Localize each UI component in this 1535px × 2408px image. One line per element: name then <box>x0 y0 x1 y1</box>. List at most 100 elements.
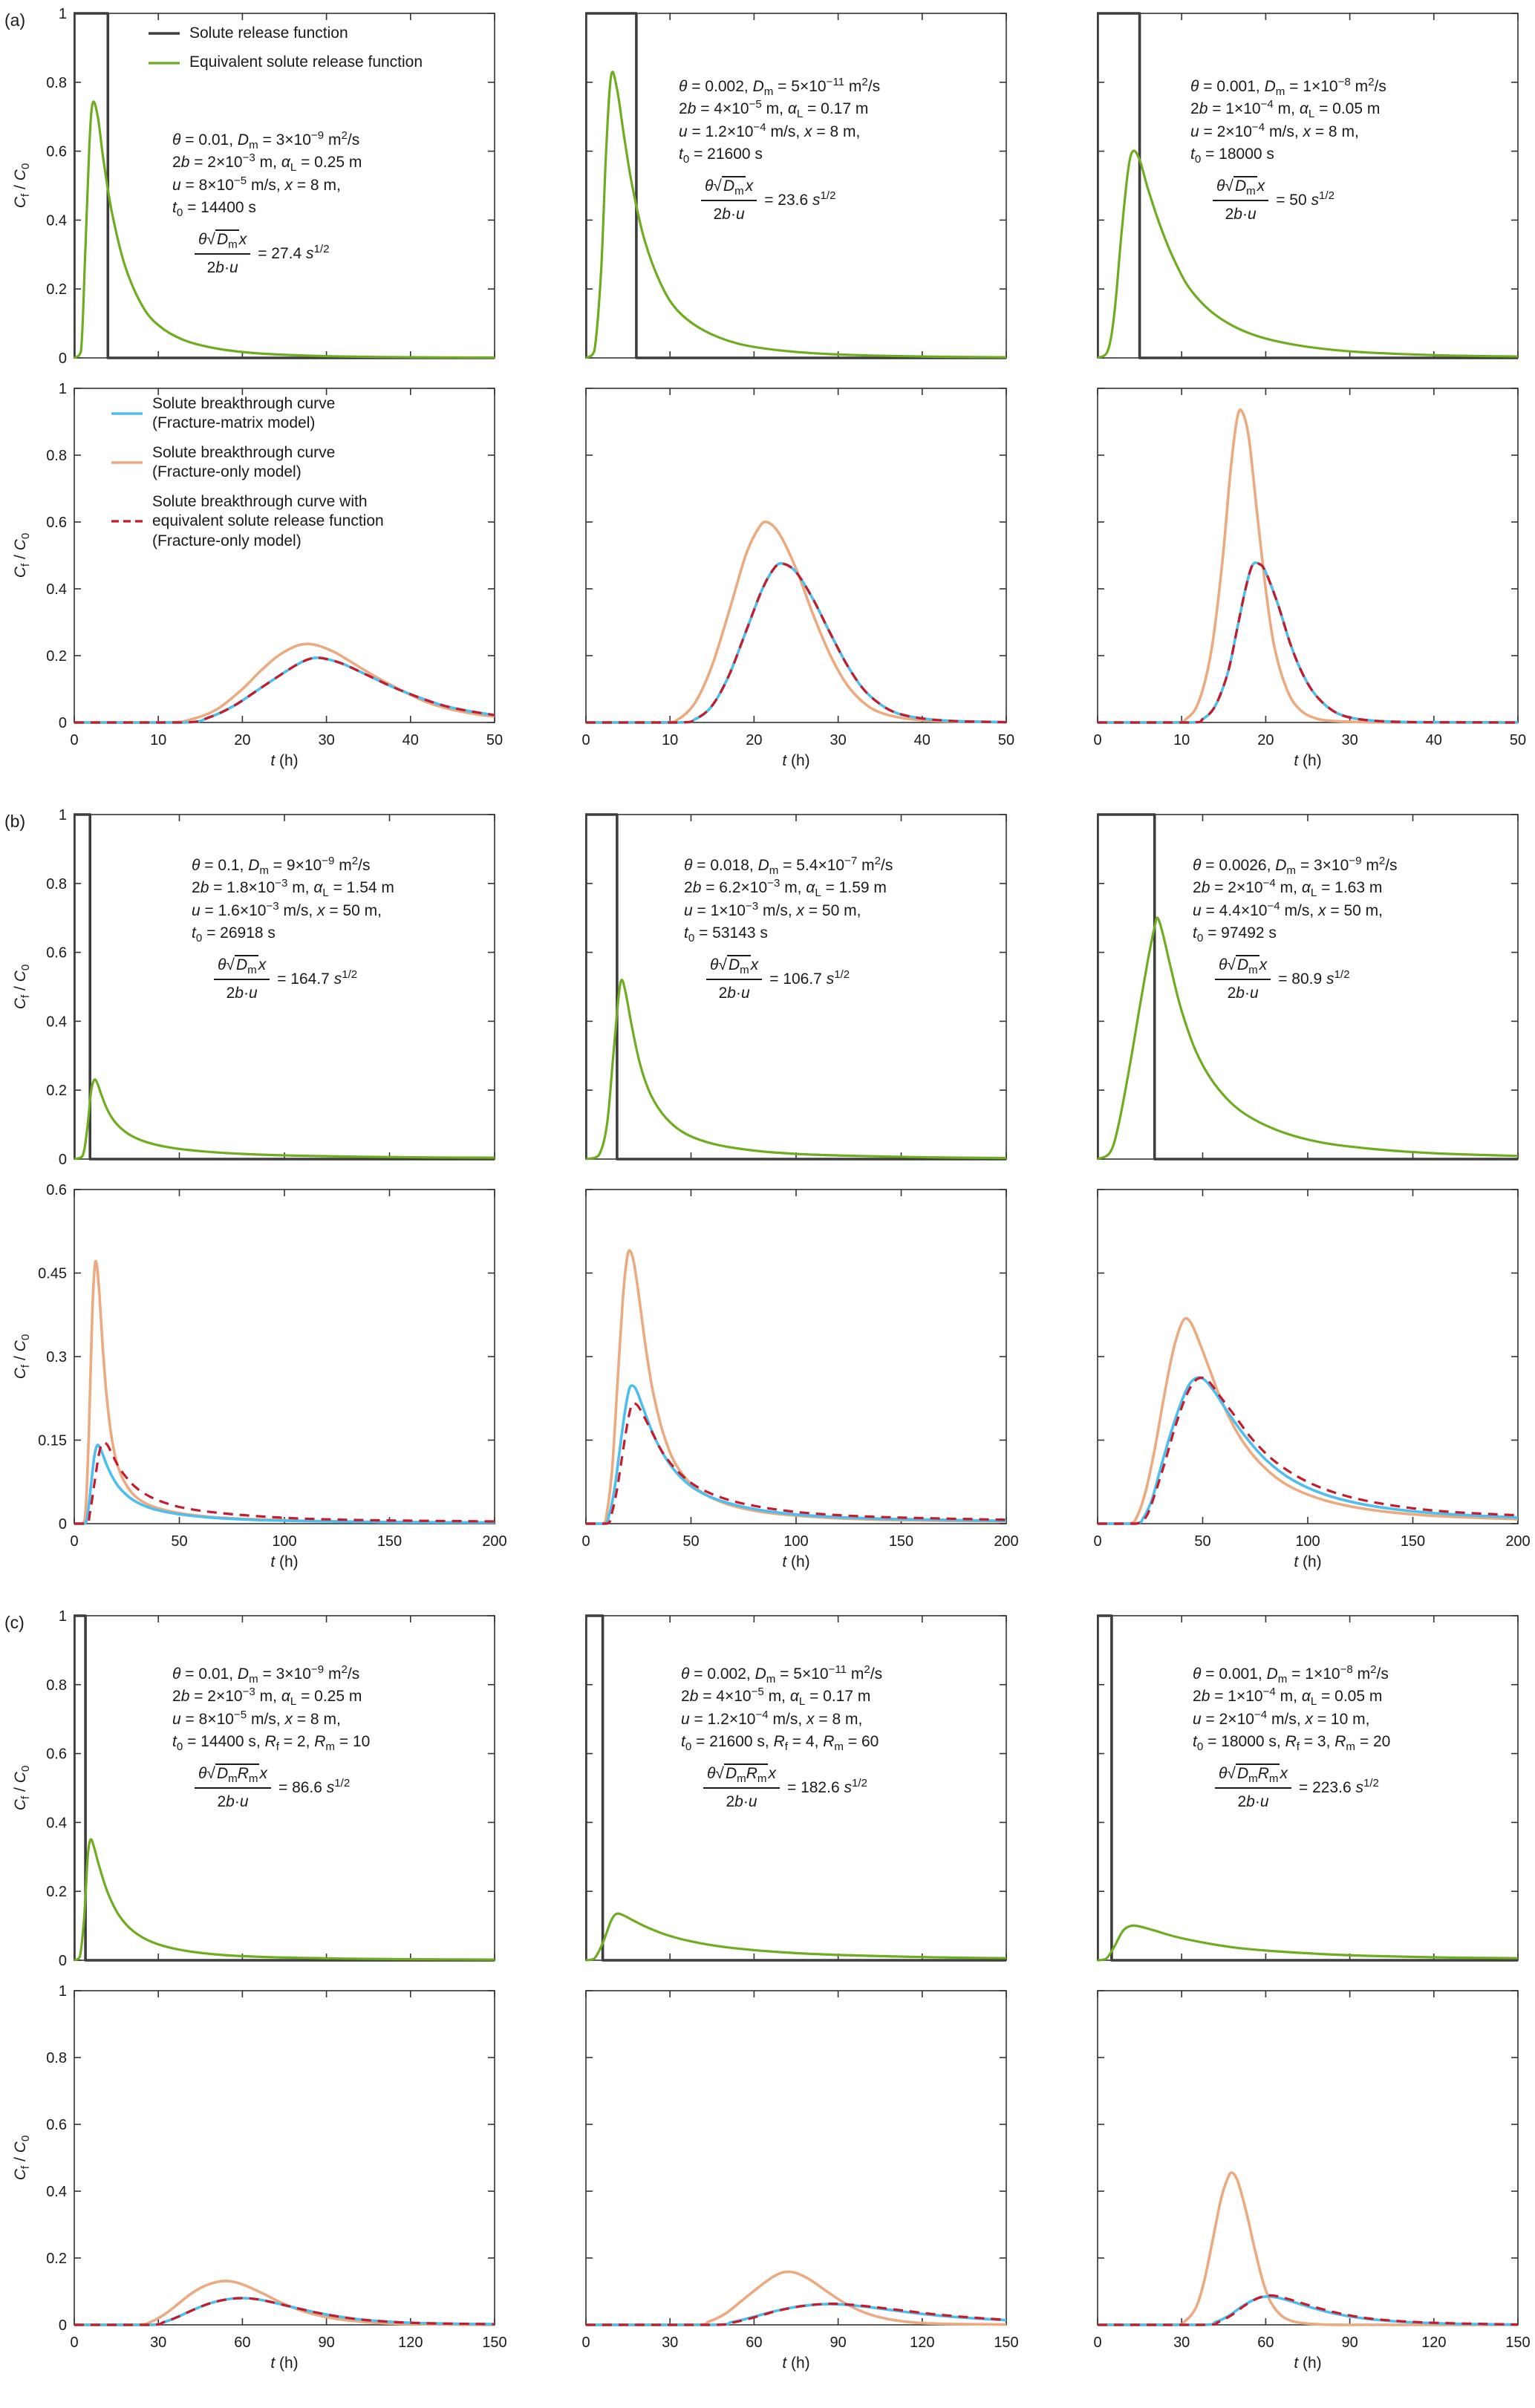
svg-text:40: 40 <box>1426 732 1442 748</box>
y-axis-label: Cf / C0 <box>12 532 33 578</box>
panel-c: (c) 0 0.2 0.4 0.6 0.8 1 Cf / C0 θ = 0.01, Dm = 3… <box>0 1607 1535 2398</box>
svg-text:150: 150 <box>889 1533 913 1550</box>
axes-frame <box>74 1990 495 2326</box>
svg-text:0: 0 <box>581 1533 590 1550</box>
svg-text:0: 0 <box>1093 732 1101 748</box>
annotation-line: t0 = 97492 s <box>1193 924 1277 945</box>
plot-canvas: 0 0.2 0.4 0.6 0.8 1 <box>46 6 495 367</box>
svg-text:50: 50 <box>486 732 503 748</box>
svg-text:1: 1 <box>59 6 67 22</box>
equivalent-release-curve <box>74 1838 495 1962</box>
svg-text:0.6: 0.6 <box>46 515 67 531</box>
panel-a: (a) 0 0.2 0.4 0.6 0.8 1 Cf / C0 Solute release f… <box>0 4 1535 795</box>
legend-entry: Solute release function <box>147 24 423 43</box>
fraction: θ√DmRmx 2b·u <box>195 1763 271 1814</box>
formula-denominator: 2b·u <box>726 1793 757 1811</box>
fracture-only-curve <box>74 2280 495 2326</box>
tick-marks <box>1097 388 1519 723</box>
fracture-matrix-curve <box>1098 1376 1519 1525</box>
svg-text:0.4: 0.4 <box>46 1815 67 1831</box>
fraction: θ√Dmx 2b·u <box>701 175 757 226</box>
svg-text:150: 150 <box>1401 1533 1425 1550</box>
formula-value: = 182.6 s1/2 <box>786 1776 867 1796</box>
formula-numerator: θ√Dmx <box>1213 175 1269 202</box>
annotation-line: 2b = 2×10−3 m, αL = 0.25 m <box>172 151 362 174</box>
fraction: θ√Dmx 2b·u <box>195 229 251 280</box>
panel-label-c: (c) <box>4 1613 25 1632</box>
svg-text:0.8: 0.8 <box>46 448 67 464</box>
subplot-a-release-3: θ = 0.001, Dm = 1×10−8 m2/s 2b = 1×10−4 m… <box>1023 4 1535 379</box>
y-tick-labels: 0 0.2 0.4 0.6 0.8 1 <box>46 807 67 1168</box>
x-axis-label: t (h) <box>782 752 810 769</box>
annotation-line: t0 = 18000 s <box>1190 146 1274 166</box>
subplot-b-btc-2: 0 50 100 150 200 t (h) <box>512 1181 1023 1596</box>
svg-text:10: 10 <box>150 732 166 748</box>
axes-frame <box>1097 1189 1519 1524</box>
annotation-line: t0 = 21600 s <box>679 146 763 166</box>
fracture-matrix-curve <box>586 1384 1007 1525</box>
svg-text:150: 150 <box>1505 2334 1530 2351</box>
plot-canvas <box>1097 1614 1519 1962</box>
y-axis-label: Cf / C0 <box>12 163 33 209</box>
plot-canvas: 0 50 100 150 200 0 0.15 0.3 0.45 0.6 <box>38 1182 507 1550</box>
legend-label: Solute release function <box>189 25 348 42</box>
svg-text:0.4: 0.4 <box>46 212 67 229</box>
tick-marks <box>585 1990 1007 2326</box>
plot-canvas: 0 10 20 30 40 50 <box>1093 388 1526 748</box>
annotation-line: 2b = 4×10−5 m, αL = 0.17 m <box>679 98 869 121</box>
annotation-line: u = 1.2×10−4 m/s, x = 8 m, <box>679 120 861 140</box>
axes-frame <box>1097 1990 1519 2326</box>
solute-release-step-curve <box>74 813 495 1161</box>
equivalent-release-curve <box>585 71 1007 359</box>
fracture-only-curve <box>586 520 1007 724</box>
formula-value: = 106.7 s1/2 <box>769 968 850 988</box>
subplot-a-release-2: θ = 0.002, Dm = 5×10−11 m2/s 2b = 4×10−5 … <box>512 4 1023 379</box>
axes-frame <box>585 1990 1007 2326</box>
svg-text:0.8: 0.8 <box>46 75 67 91</box>
x-axis-label: t (h) <box>270 2355 299 2372</box>
legend-label: Solute breakthrough curve (Fracture-only … <box>152 443 336 481</box>
svg-text:30: 30 <box>318 732 334 748</box>
subplot-c-release-3: θ = 0.001, Dm = 1×10−8 m2/s 2b = 1×10−4 m… <box>1023 1607 1535 1982</box>
svg-text:200: 200 <box>1505 1533 1530 1550</box>
svg-text:0.8: 0.8 <box>46 2050 67 2066</box>
svg-text:120: 120 <box>1421 2334 1446 2351</box>
timescale-formula: θ√Dmx 2b·u = 106.7 s1/2 <box>706 954 893 1005</box>
equivalent-release-curve <box>1097 916 1519 1161</box>
parameter-annotation: θ = 0.1, Dm = 9×10−9 m2/s 2b = 1.8×10−3 m… <box>192 855 394 1005</box>
plot-canvas <box>1097 813 1519 1161</box>
svg-text:0.4: 0.4 <box>46 1014 67 1030</box>
y-axis-label: Cf / C0 <box>12 1334 33 1380</box>
y-tick-labels: 0 0.2 0.4 0.6 0.8 1 <box>46 381 67 731</box>
solute-release-step-curve <box>74 12 495 359</box>
equivalent-release-curve <box>1097 149 1519 359</box>
equivalent-release-fracture-only-curve <box>1098 561 1519 724</box>
equivalent-release-fracture-only-curve <box>586 1402 1007 1525</box>
formula-denominator: 2b·u <box>226 985 258 1002</box>
legend-entry: Solute breakthrough curve (Fracture-only … <box>110 443 384 483</box>
plot-canvas: 0 30 60 90 120 150 <box>1093 1990 1531 2351</box>
axes-frame <box>585 388 1007 723</box>
svg-text:0.2: 0.2 <box>46 1884 67 1900</box>
svg-text:20: 20 <box>234 732 250 748</box>
equivalent-release-fracture-only-curve <box>586 562 1007 724</box>
tick-marks <box>74 1189 495 1524</box>
svg-text:60: 60 <box>1257 2334 1274 2351</box>
plot-canvas: 0 30 60 90 120 150 0 0.2 0.4 0.6 0.8 1 <box>46 1983 507 2351</box>
equivalent-release-fracture-only-curve <box>74 1441 495 1525</box>
axes-frame <box>74 1189 495 1524</box>
legend-label: Solute breakthrough curve (Fracture-matri… <box>152 395 336 432</box>
formula-value: = 50 s1/2 <box>1276 189 1335 209</box>
svg-text:1: 1 <box>59 1983 67 2000</box>
timescale-formula: θ√DmRmx 2b·u = 182.6 s1/2 <box>703 1763 882 1814</box>
x-axis-label: t (h) <box>782 2355 810 2372</box>
x-tick-labels: 0 10 20 30 40 50 <box>581 732 1014 748</box>
tick-marks <box>1097 1990 1519 2326</box>
annotation-line: 2b = 2×10−4 m, αL = 1.63 m <box>1193 877 1383 900</box>
equivalent-release-fracture-only-curve <box>74 656 495 724</box>
c-release-row: 0 0.2 0.4 0.6 0.8 1 Cf / C0 θ = 0.01, Dm = 3×10… <box>0 1607 1535 1982</box>
annotation-line: 2b = 4×10−5 m, αL = 0.17 m <box>681 1686 871 1709</box>
plot-canvas <box>585 12 1007 359</box>
annotation-line: u = 2×10−4 m/s, x = 10 m, <box>1193 1708 1370 1728</box>
